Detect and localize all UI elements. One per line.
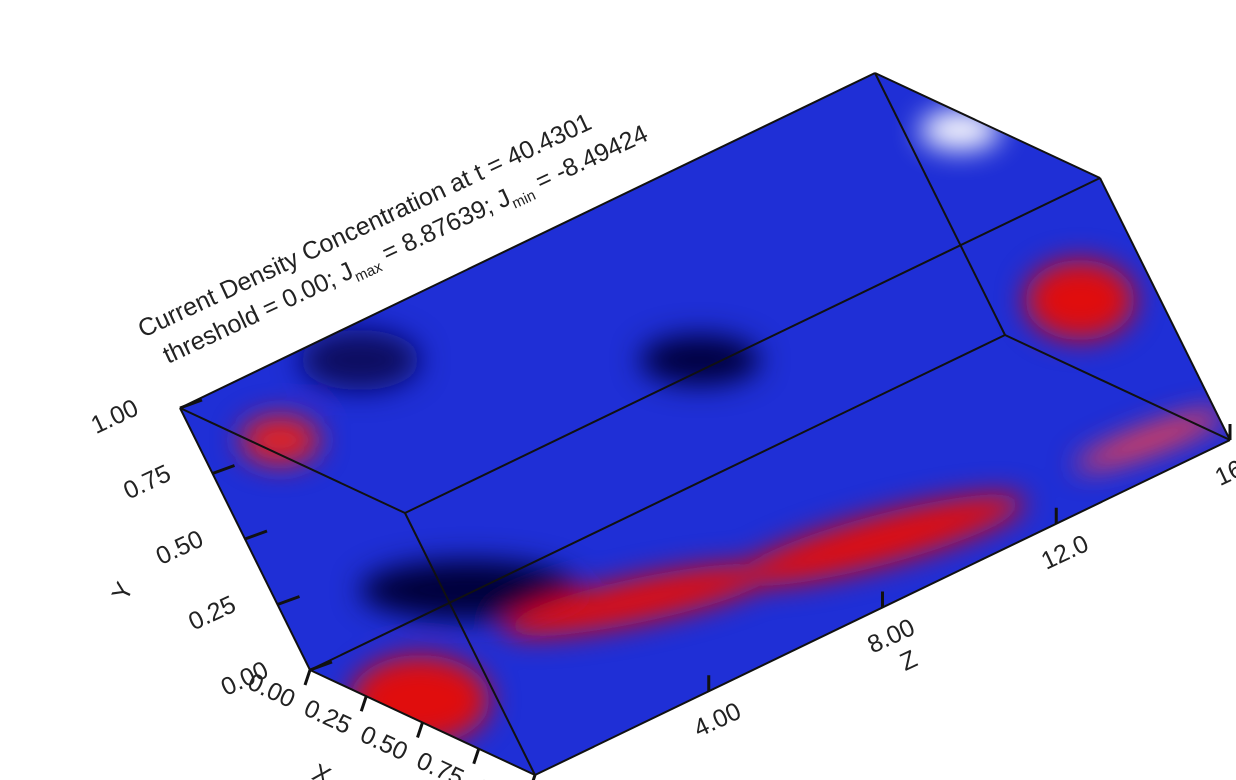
box-edge [404,512,536,776]
y-tick [309,660,333,672]
x-tick-label: 0.25 [300,694,356,740]
y-tick [244,529,268,541]
box-edge [309,334,1006,671]
x-tick-label: 1.00 [468,773,524,780]
y-tick-label: 1.00 [87,394,143,440]
x-tick [472,748,481,765]
x-tick-label: 0.75 [412,747,468,780]
volume-render [180,73,1230,775]
volume-fill [180,73,1230,775]
x-tick-label: 0.00 [243,668,299,714]
z-tick-label: 12.0 [1037,530,1093,576]
y-tick [179,398,203,410]
x-tick [416,722,424,738]
z-tick-label: 4.00 [689,697,745,743]
y-tick [276,595,301,606]
x-axis-label: X [308,759,335,780]
box-edge [874,72,1006,336]
z-axis-label: Z [896,645,922,677]
x-tick [531,774,537,780]
y-tick-label: 0.25 [184,590,240,636]
x-tick-label: 0.50 [356,720,412,766]
y-tick-label: 0.50 [152,525,208,571]
box-edge [874,72,1101,179]
z-tick-label: 16.0 [1211,446,1236,492]
box-edge [1099,177,1231,441]
y-tick-label: 0.75 [119,459,175,505]
box-edge [404,177,1101,514]
x-tick [303,669,312,686]
box-edge [1004,334,1231,441]
box-edge [179,72,876,409]
box-edge [179,407,406,514]
x-tick [359,695,368,712]
y-axis-label: Y [107,578,140,605]
y-tick [211,464,236,475]
